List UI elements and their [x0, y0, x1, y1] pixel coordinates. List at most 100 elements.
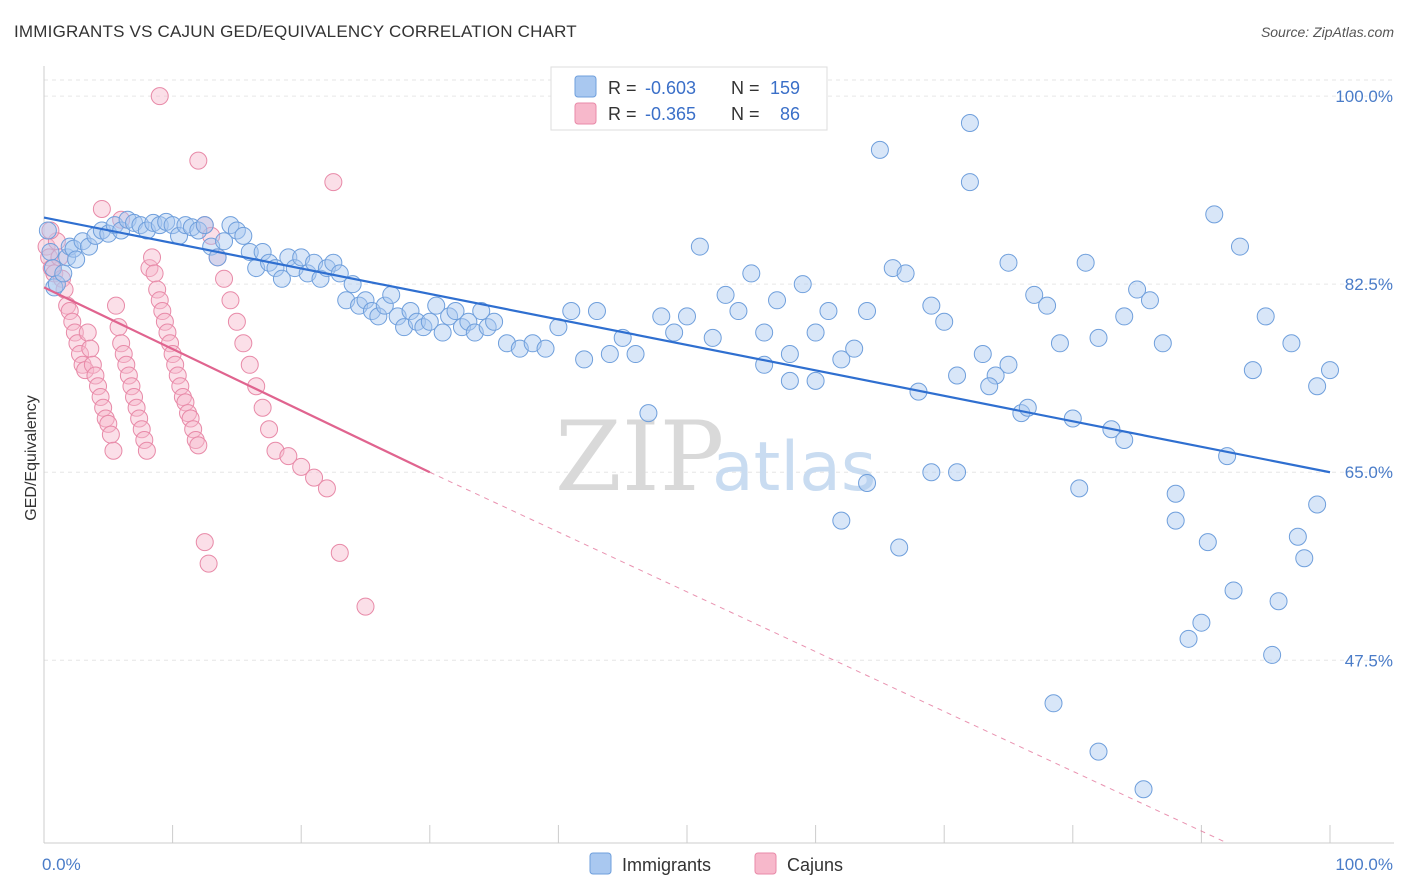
immigrants-point [973, 345, 992, 364]
cajuns-point [73, 355, 92, 374]
cajuns-point [145, 264, 164, 283]
immigrants-point [1134, 780, 1153, 799]
immigrants-point [678, 307, 696, 326]
cajuns-point [168, 366, 187, 385]
immigrants-point [234, 226, 253, 245]
cajuns-point [71, 345, 90, 364]
immigrants-point [960, 113, 979, 132]
legend-swatch-immigrants [574, 75, 597, 98]
immigrants-point [922, 463, 941, 482]
immigrants-point [420, 312, 439, 331]
immigrants-point [472, 302, 491, 321]
immigrants-point [1153, 334, 1172, 353]
immigrants-point [240, 242, 259, 261]
immigrants-point [806, 323, 825, 342]
cajuns-point [279, 447, 298, 466]
cajuns-point [107, 296, 126, 315]
immigrants-point [1070, 479, 1089, 498]
immigrants-point [1089, 742, 1108, 761]
immigrants-point [999, 355, 1018, 374]
immigrants-point [845, 339, 864, 358]
immigrants-point [980, 377, 999, 396]
immigrants-point [1288, 527, 1307, 546]
immigrants-point [401, 302, 420, 321]
cajuns-point [153, 302, 172, 321]
immigrants-point [485, 312, 504, 331]
immigrants-point [999, 253, 1018, 272]
cajuns-point [148, 280, 167, 299]
immigrants-point [1050, 334, 1069, 353]
cajuns-point [317, 479, 336, 498]
immigrants-point [1166, 484, 1185, 503]
immigrants-point [1321, 361, 1339, 380]
bottom-legend-immigrants: Immigrants [622, 855, 711, 875]
axes [43, 66, 1394, 844]
cajuns-point [130, 409, 149, 428]
immigrants-point [587, 302, 606, 321]
immigrants-point [665, 323, 684, 342]
cajuns-point [189, 436, 208, 455]
immigrants-point [626, 345, 645, 364]
cajuns-point [60, 302, 79, 321]
legend-n-cajuns: 86 [780, 104, 800, 124]
cajuns-point [171, 377, 190, 396]
cajuns-point [195, 533, 214, 552]
cajuns-point [150, 291, 169, 310]
immigrants-point [858, 473, 877, 492]
immigrants-point [780, 345, 799, 364]
cajuns-point [119, 366, 138, 385]
immigrants-point [1166, 511, 1185, 530]
immigrants-point [1256, 307, 1275, 326]
cajuns-point [135, 431, 154, 450]
cajuns-point [96, 409, 115, 428]
immigrants-point [896, 264, 915, 283]
cajuns-trendline-extension [429, 471, 1228, 844]
immigrants-point [890, 538, 909, 557]
immigrants-point [1198, 533, 1217, 552]
immigrants-point [1140, 291, 1159, 310]
cajuns-point [199, 554, 218, 573]
immigrants-point [427, 296, 446, 315]
immigrants-point [575, 350, 594, 369]
watermark-atlas: atlas [712, 428, 876, 507]
immigrants-point [562, 302, 581, 321]
x-tick-label: 100.0% [1335, 855, 1393, 874]
cajuns-point [101, 425, 120, 444]
immigrants-point [1115, 431, 1134, 450]
immigrants-point [742, 264, 761, 283]
cajuns-point [125, 388, 144, 407]
immigrants-point [793, 275, 812, 294]
cajuns-point [155, 312, 174, 331]
cajuns-point [292, 457, 311, 476]
cajuns-point [63, 312, 82, 331]
cajuns-point [166, 355, 185, 374]
immigrants-point [768, 291, 787, 310]
immigrants-point [1308, 377, 1327, 396]
immigrants-point [54, 264, 73, 283]
cajuns-point [173, 388, 192, 407]
legend-box [550, 66, 828, 131]
immigrants-point [716, 285, 735, 304]
immigrants-point [1282, 334, 1301, 353]
cajuns-point [181, 409, 200, 428]
immigrants-trendline [43, 216, 1331, 474]
immigrants-point [324, 253, 343, 272]
immigrants-point [433, 323, 452, 342]
y-tick-label: 65.0% [1345, 463, 1393, 482]
cajuns-point [112, 334, 131, 353]
immigrants-point [1230, 237, 1249, 256]
legend-r-label-cajuns: R = [608, 104, 637, 124]
legend: R = -0.603 N = 159 R = -0.365 N = 86 [550, 66, 828, 131]
immigrants-point [986, 366, 1005, 385]
chart-title: IMMIGRANTS VS CAJUN GED/EQUIVALENCY CORR… [14, 22, 577, 41]
immigrants-point [375, 296, 394, 315]
cajuns-point [186, 431, 205, 450]
immigrants-point [1115, 307, 1134, 326]
cajuns-point [150, 87, 169, 106]
cajuns-point [356, 597, 375, 616]
immigrants-point [38, 221, 57, 240]
cajuns-point [227, 312, 246, 331]
immigrants-point [729, 302, 748, 321]
bottom-legend-swatch-immigrants [589, 852, 612, 875]
